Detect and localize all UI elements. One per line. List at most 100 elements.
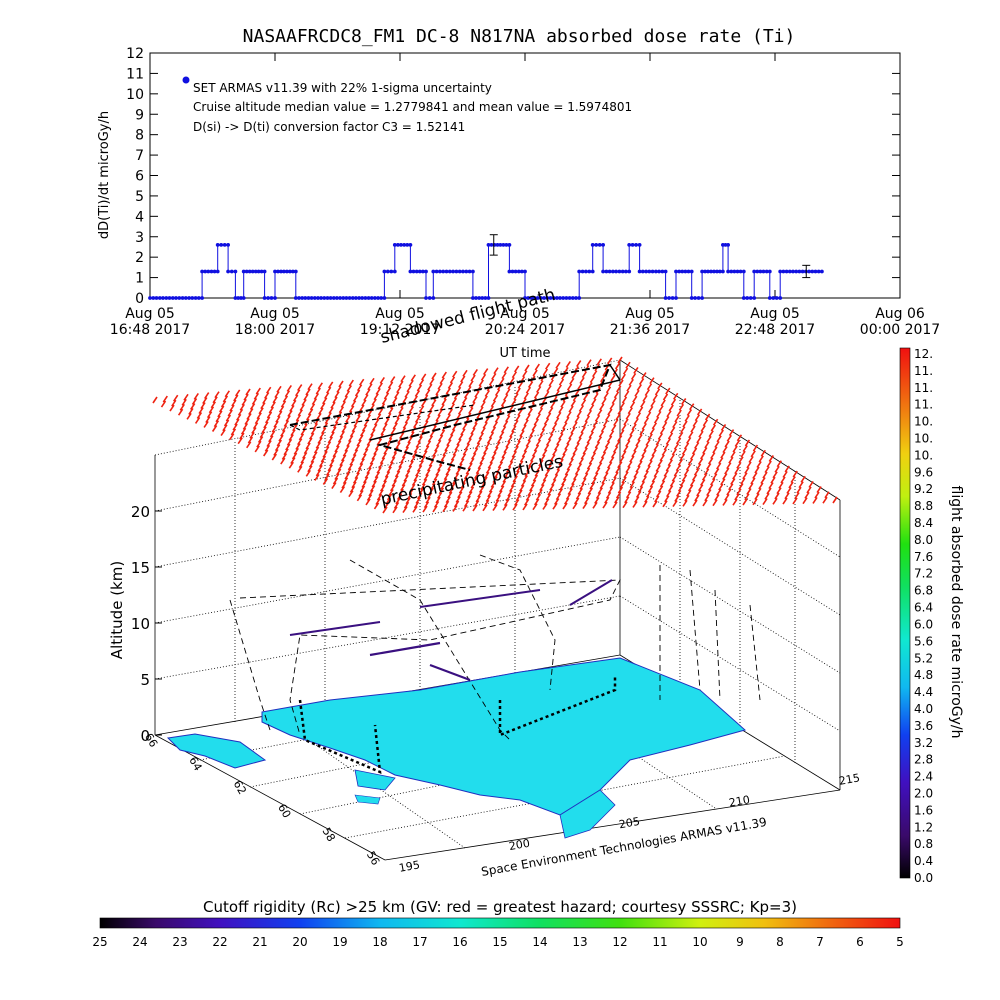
cutoff-grid-mark [688,484,694,492]
data-point [209,269,214,274]
cutoff-grid-mark [265,416,271,424]
cutoff-grid-mark [403,501,410,509]
cutoff-grid-mark [619,402,625,410]
cutoff-grid-mark [529,429,535,437]
data-point [424,296,428,300]
cutoff-grid-mark [336,440,342,448]
cutoff-grid-mark [531,424,537,431]
cutoff-grid-mark [437,382,443,390]
data-point [335,296,339,300]
cutoff-grid-mark [370,428,376,436]
cutoff-grid-mark [204,392,210,400]
cutoff-grid-mark [320,402,326,410]
cutoff-grid-mark [602,419,609,427]
cutoff-grid-mark [374,471,381,479]
cutoff-grid-mark [605,466,611,474]
data-point [200,296,205,300]
cutoff-grid-mark [513,445,519,453]
cutoff-grid-mark [589,376,596,384]
data-point [507,243,512,247]
data-point [800,269,805,274]
cutoff-grid-mark [468,380,474,388]
cutoff-grid-mark [345,415,351,423]
dose-tick-label: 6.8 [914,584,933,598]
cutoff-grid-mark [588,404,595,412]
cutoff-grid-mark [297,409,303,417]
cutoff-grid-mark [770,476,776,484]
cutoff-grid-mark [402,396,408,404]
cutoff-grid-mark [748,455,754,463]
cutoff-grid-mark [517,409,523,416]
cutoff-grid-mark [619,456,625,464]
cutoff-grid-mark [320,455,327,463]
cutoff-grid-mark [211,425,218,432]
cutoff-grid-mark [361,399,367,407]
cutoff-grid-mark [657,432,664,440]
cutoff-grid-mark [594,441,601,449]
cutoff-grid-mark [600,375,606,383]
cutoff-grid-mark [706,435,712,443]
cutoff-grid-mark [445,468,451,476]
cutoff-grid-mark [297,438,303,446]
legend-conversion: D(si) -> D(ti) conversion factor C3 = 1.… [193,120,465,134]
cutoff-grid-mark [598,430,605,438]
cutoff-grid-mark [544,469,550,477]
cutoff-grid-mark [455,386,462,394]
cutoff-grid-mark [671,474,678,482]
altitude-tick-label: 5 [140,671,150,689]
cutoff-grid-mark [637,434,643,441]
cutoff-grid-mark [653,470,659,478]
cutoff-grid-mark [657,459,663,467]
cutoff-grid-mark [254,445,260,453]
data-point [495,243,500,247]
cutoff-grid-mark [525,413,531,421]
rigidity-tick-label: 8 [776,935,784,949]
cutoff-grid-mark [672,421,678,429]
cutoff-grid-mark [432,505,438,513]
cutoff-grid-mark [505,388,511,396]
cutoff-grid-mark [332,396,338,404]
x-tick-label-date: Aug 05 [625,306,675,322]
cutoff-grid-mark [421,373,427,381]
altitude-tick-label: 20 [131,503,150,521]
cutoff-grid-mark [325,441,332,449]
cutoff-grid-mark [584,497,590,505]
data-point [548,296,553,300]
data-point [810,269,815,274]
cutoff-grid-mark [295,443,301,450]
cutoff-grid-mark [681,398,687,405]
cutoff-grid-mark [305,442,311,450]
cutoff-grid-mark [349,458,355,466]
data-point [680,269,685,274]
cutoff-grid-mark [398,406,404,414]
cutoff-grid-mark [625,412,631,420]
cutoff-grid-mark [255,387,261,395]
cutoff-grid-mark [704,413,711,421]
cutoff-grid-mark [480,373,487,381]
cutoff-grid-mark [468,486,475,494]
cutoff-grid-mark [344,472,350,480]
cutoff-grid-mark [315,469,322,477]
cutoff-grid-mark [500,425,507,433]
cutoff-grid-mark [509,485,515,493]
cutoff-grid-mark [231,399,237,407]
cutoff-grid-mark [621,424,627,432]
data-point [498,243,503,247]
data-point [741,269,746,274]
data-point [379,296,384,300]
cutoff-grid-mark [704,494,710,502]
data-point [721,269,725,274]
cutoff-grid-mark [365,498,371,506]
cutoff-grid-mark [615,466,621,474]
cutoff-grid-mark [348,379,354,387]
cutoff-grid-mark [281,453,288,460]
cutoff-grid-mark [301,398,307,406]
cutoff-grid-mark [728,483,734,491]
cutoff-grid-mark [545,412,552,420]
cutoff-grid-mark [534,498,540,506]
data-point [193,296,198,300]
cutoff-grid-mark [494,415,501,423]
cutoff-grid-mark [418,488,424,495]
cutoff-grid-mark [580,426,586,434]
dose-tick-label: 8.8 [914,499,933,513]
